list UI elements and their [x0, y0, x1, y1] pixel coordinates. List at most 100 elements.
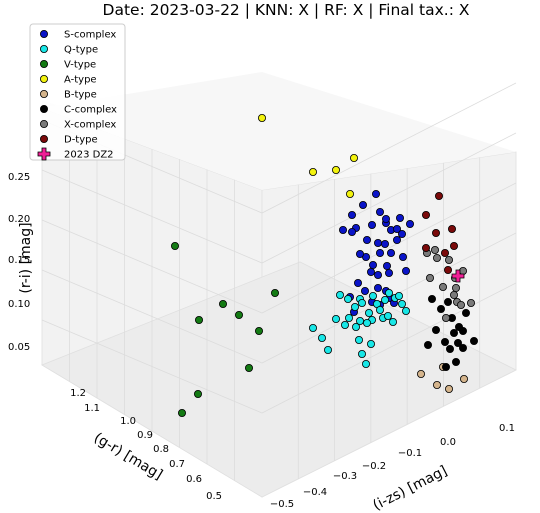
floor-pane: [41, 261, 517, 498]
data-point: [445, 344, 454, 353]
legend-marker: [40, 75, 49, 84]
data-point: [323, 345, 332, 354]
data-point: [343, 294, 352, 303]
data-point: [366, 267, 375, 276]
tick-labels: 0.05 0.10 0.15 0.20 0.25 0.5 0.60.70.80.91.0 1.…: [8, 172, 515, 510]
chart-title: Date: 2023-03-22 | KNN: X | RF: X | Fina…: [103, 1, 470, 19]
data-point: [373, 238, 382, 247]
data-point: [392, 235, 401, 244]
data-point: [440, 337, 449, 346]
data-point: [368, 291, 377, 300]
data-point: [384, 288, 393, 297]
data-point: [380, 295, 389, 304]
legend-marker: [37, 147, 51, 161]
data-point: [459, 374, 468, 383]
data-point: [373, 283, 382, 292]
data-point: [366, 339, 375, 348]
data-point: [416, 369, 425, 378]
data-point: [353, 278, 362, 287]
data-point: [444, 384, 453, 393]
x-tick-label: −0.5: [270, 499, 294, 510]
data-point: [270, 288, 279, 297]
x-tick-label: −0.4: [303, 487, 327, 498]
legend-label: Q-type: [64, 45, 98, 56]
data-point: [401, 306, 410, 315]
data-point: [395, 213, 404, 222]
data-point: [308, 167, 317, 176]
legend-marker: [40, 90, 49, 99]
legend-label: S-complex: [64, 30, 116, 41]
data-point: [456, 300, 465, 309]
legend-label: 2023 DZ2: [64, 150, 114, 161]
z-axis-label: (r-i) [mag]: [18, 222, 34, 293]
y-tick-label: 0.8: [153, 444, 169, 455]
data-point: [469, 336, 478, 345]
grid-line: [41, 132, 517, 264]
x-tick-label: 0.1: [499, 423, 515, 434]
data-point: [371, 189, 380, 198]
data-point: [331, 314, 340, 323]
data-point: [218, 299, 227, 308]
legend-label: X-complex: [64, 120, 116, 131]
z-tick-label: 0.20: [8, 214, 30, 225]
data-point: [398, 252, 407, 261]
data-point: [388, 317, 397, 326]
data-point: [254, 326, 263, 335]
data-point: [308, 323, 317, 332]
y-tick-label: 0.5: [206, 491, 222, 502]
x-tick-label: −0.3: [333, 471, 357, 482]
data-point: [451, 269, 465, 283]
data-point: [354, 335, 363, 344]
grid-line: [41, 182, 517, 314]
x-tick-label: 0.0: [440, 437, 456, 448]
y-tick-label: 0.7: [169, 459, 185, 470]
data-point: [335, 290, 344, 299]
data-point: [340, 320, 349, 329]
data-point: [375, 248, 384, 257]
data-point: [351, 322, 360, 331]
data-point: [382, 261, 391, 270]
legend-label: V-type: [64, 60, 96, 71]
data-point: [364, 308, 373, 317]
legend-label: D-type: [64, 135, 98, 146]
z-tick-label: 0.25: [8, 172, 30, 183]
data-point: [345, 189, 354, 198]
data-point: [401, 266, 410, 275]
data-point: [347, 227, 356, 236]
data-point: [375, 207, 384, 216]
z-tick-label: 0.05: [8, 342, 30, 353]
y-tick-label: 1.1: [84, 403, 100, 414]
data-point: [177, 408, 186, 417]
data-point: [438, 282, 447, 291]
data-point: [441, 362, 450, 371]
x-tick-label: −0.1: [398, 448, 422, 459]
x-tick-label: −0.2: [362, 461, 386, 472]
legend-label: C-complex: [64, 105, 117, 116]
data-point: [360, 286, 369, 295]
data-point: [441, 313, 450, 322]
data-points: [170, 114, 478, 417]
y-tick-label: 1.2: [70, 388, 86, 399]
data-point: [449, 290, 458, 299]
data-point: [451, 357, 460, 366]
data-point: [193, 389, 202, 398]
data-point: [466, 298, 475, 307]
grid-lines: [41, 82, 517, 481]
data-point: [425, 273, 434, 282]
legend-marker: [40, 29, 49, 38]
data-point: [234, 310, 243, 319]
y-axis-label: (g-r) [mag]: [91, 430, 165, 483]
data-point: [373, 270, 382, 279]
data-point: [432, 253, 441, 262]
data-point: [449, 328, 458, 337]
data-point: [380, 239, 389, 248]
data-point: [357, 349, 366, 358]
data-point: [458, 326, 467, 335]
y-tick-label: 0.6: [186, 474, 202, 485]
data-point: [434, 191, 443, 200]
data-point: [443, 297, 452, 306]
data-point: [458, 266, 467, 275]
data-point: [427, 294, 436, 303]
data-point: [392, 224, 401, 233]
